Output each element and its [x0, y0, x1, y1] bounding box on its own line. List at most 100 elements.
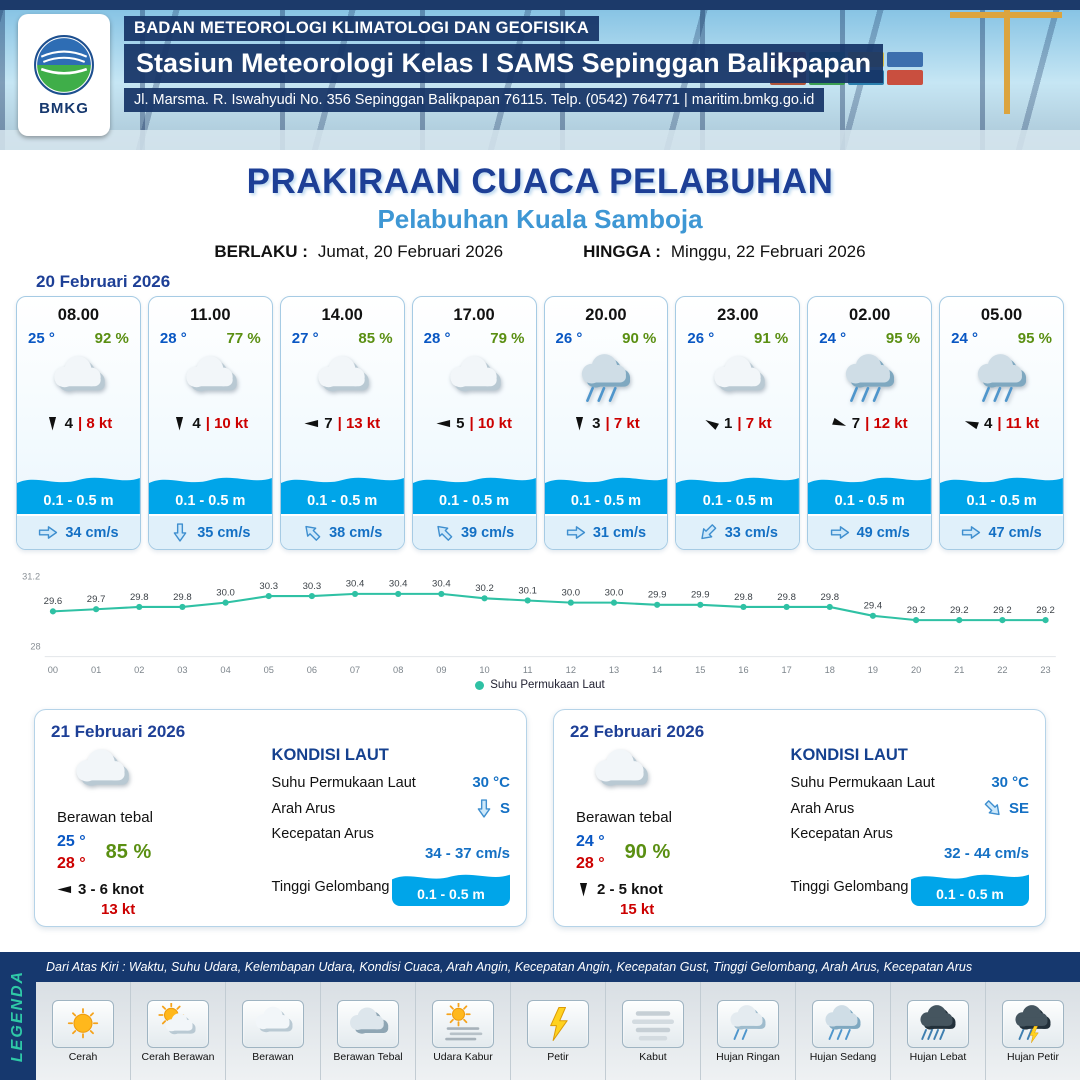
station-address: Jl. Marsma. R. Iswahyudi No. 356 Sepingg…	[124, 88, 825, 112]
forecast-card: 23.00 26 ° 91 % 1 | 7 kt 0.1 - 0.5 m 33 …	[675, 296, 801, 550]
wind-direction-icon	[830, 414, 849, 433]
legend-item-label: Hujan Lebat	[909, 1050, 967, 1063]
crane-illustration	[1004, 10, 1010, 114]
sea-conditions-heading: KONDISI LAUT	[790, 746, 908, 765]
chart-legend: Suhu Permukaan Laut	[18, 679, 1062, 691]
wind-speed: 3	[592, 415, 601, 432]
current-direction-icon	[300, 520, 325, 545]
wave-height-band: 0.1 - 0.5 m	[940, 470, 1063, 514]
sst-chart: 31.2 28 29.6 00 29.7 01 29.8 02 29.8 03 30.0 04 30.3…	[18, 560, 1062, 677]
page-title: PRAKIRAAN CUACA PELABUHAN	[246, 162, 834, 201]
current-direction: SE	[1008, 800, 1029, 818]
current-direction-label: Arah Arus	[271, 800, 336, 817]
wind-direction-icon	[436, 416, 451, 431]
svg-text:29.2: 29.2	[1036, 605, 1055, 616]
current-speed: 31 cm/s	[592, 524, 647, 541]
svg-text:30.3: 30.3	[303, 581, 322, 592]
bmkg-logo-text: BMKG	[39, 99, 89, 117]
legend-item: Hujan Lebat	[890, 982, 985, 1080]
header: BMKG BADAN METEOROLOGI KLIMATOLOGI DAN G…	[0, 0, 1080, 150]
sun-cloud-icon	[147, 999, 209, 1048]
bmkg-logo-icon	[34, 34, 94, 95]
wave-height: 0.1 - 0.5 m	[570, 493, 641, 509]
weather-icon	[17, 349, 140, 411]
valid-until-value: Minggu, 22 Februari 2026	[670, 242, 866, 261]
svg-text:12: 12	[566, 665, 576, 675]
wave-height: 0.1 - 0.5 m	[936, 886, 1004, 903]
current-direction-label: Arah Arus	[790, 800, 855, 817]
svg-text:30.0: 30.0	[562, 587, 581, 598]
svg-text:31.2: 31.2	[22, 572, 40, 582]
air-temperature: 28 °	[423, 330, 451, 347]
current-speed-label: Kecepatan Arus	[271, 826, 374, 843]
wind-gust: 13 kt	[101, 901, 136, 919]
forecast-card: 08.00 25 ° 92 % 4 | 8 kt 0.1 - 0.5 m 34 …	[16, 296, 141, 550]
weather-icon	[940, 349, 1063, 411]
humidity: 79 %	[490, 330, 525, 347]
svg-text:30.4: 30.4	[389, 579, 408, 590]
wind-row: 1 | 7 kt	[676, 415, 799, 432]
current-direction-icon	[695, 520, 720, 545]
svg-text:15: 15	[695, 665, 705, 675]
forecast-time: 20.00	[585, 306, 627, 324]
svg-text:04: 04	[220, 665, 230, 675]
wave-height: 0.1 - 0.5 m	[834, 493, 905, 509]
svg-text:23: 23	[1040, 665, 1050, 675]
forecast-date: 20 Februari 2026	[36, 272, 171, 291]
rain-thunder-icon	[1002, 999, 1064, 1048]
humidity: 90 %	[624, 841, 671, 864]
wind-gust: | 10 kt	[469, 415, 513, 432]
wind-speed: 4	[64, 415, 73, 432]
humidity: 85 %	[105, 841, 152, 864]
weather-icon	[676, 349, 799, 411]
wave-height: 0.1 - 0.5 m	[307, 493, 378, 509]
svg-text:05: 05	[264, 665, 274, 675]
wave-height: 0.1 - 0.5 m	[966, 493, 1037, 509]
svg-text:29.6: 29.6	[44, 596, 63, 607]
current-direction-icon	[432, 520, 457, 545]
current-direction-icon	[173, 523, 188, 543]
svg-text:29.4: 29.4	[864, 601, 883, 612]
current-row: 31 cm/s	[544, 514, 668, 549]
port-name: Pelabuhan Kuala Samboja	[377, 204, 703, 234]
svg-text:21: 21	[954, 665, 964, 675]
svg-text:14: 14	[652, 665, 662, 675]
legend-item: Kabut	[605, 982, 700, 1080]
wind-direction-icon	[962, 414, 981, 433]
svg-text:28: 28	[30, 641, 40, 651]
legend-item-label: Berawan Tebal	[333, 1050, 403, 1063]
svg-text:30.4: 30.4	[346, 579, 365, 590]
wind-row: 4 | 8 kt	[17, 415, 140, 432]
svg-text:17: 17	[781, 665, 791, 675]
current-direction-icon	[830, 525, 850, 540]
legend-item-label: Udara Kabur	[433, 1050, 493, 1063]
legend-item-label: Cerah	[68, 1050, 98, 1063]
legend-item: Cerah	[36, 982, 130, 1080]
forecast-card: 05.00 24 ° 95 % 4 | 11 kt 0.1 - 0.5 m 47…	[939, 296, 1064, 550]
current-direction-icon	[566, 525, 586, 540]
wind-gust: 15 kt	[620, 901, 655, 919]
forecast-card: 17.00 28 ° 79 % 5 | 10 kt 0.1 - 0.5 m 39…	[411, 296, 537, 550]
svg-text:29.8: 29.8	[777, 592, 796, 603]
svg-text:30.0: 30.0	[605, 587, 624, 598]
legend-items-row: Cerah Cerah Berawan Berawan Berawan Teba…	[36, 982, 1080, 1080]
rain-light-icon	[717, 999, 779, 1048]
wave-height: 0.1 - 0.5 m	[702, 493, 773, 509]
sst-chart-section: 31.2 28 29.6 00 29.7 01 29.8 02 29.8 03 30.0 04 30.3…	[18, 560, 1062, 691]
svg-text:22: 22	[997, 665, 1007, 675]
svg-text:16: 16	[738, 665, 748, 675]
daily-date: 22 Februari 2026	[570, 722, 705, 742]
current-speed: 47 cm/s	[988, 524, 1042, 541]
temp-min: 25 °	[57, 833, 86, 851]
wave-height-band: 0.1 - 0.5 m	[17, 470, 140, 514]
current-speed: 34 cm/s	[65, 524, 119, 541]
svg-text:29.9: 29.9	[648, 590, 667, 601]
temp-max: 28 °	[57, 854, 86, 872]
wind-row: 4 | 10 kt	[149, 415, 272, 432]
legend-item: Petir	[510, 982, 605, 1080]
svg-text:00: 00	[48, 665, 58, 675]
current-speed: 49 cm/s	[856, 524, 910, 541]
legend-item: Hujan Sedang	[795, 982, 890, 1080]
legend-item: Berawan	[225, 982, 320, 1080]
humidity: 92 %	[94, 330, 129, 347]
